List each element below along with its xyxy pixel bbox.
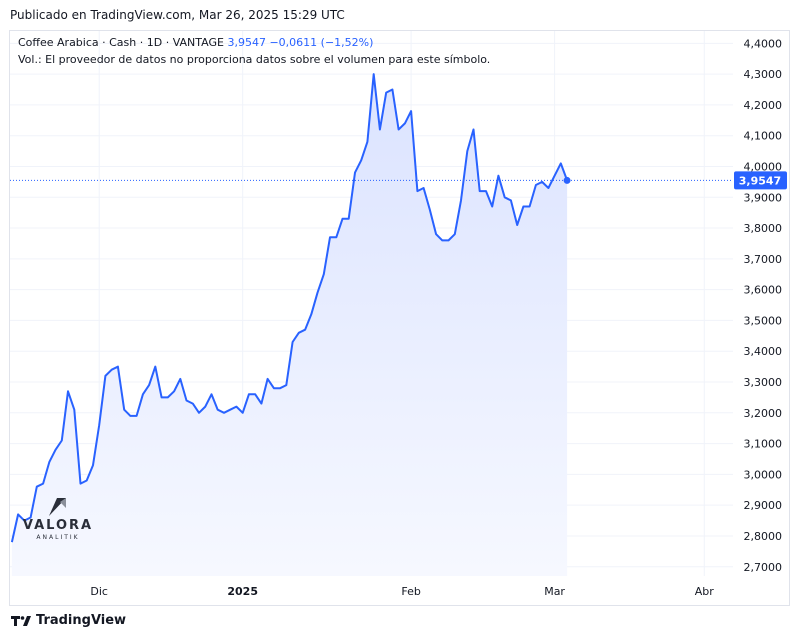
x-tick-label: Dic <box>90 585 108 598</box>
y-tick-label: 4,0000 <box>744 160 783 173</box>
y-tick-label: 3,6000 <box>744 284 783 297</box>
y-tick-label: 4,1000 <box>744 130 783 143</box>
legend-change: −0,0611 (−1,52%) <box>269 36 374 49</box>
y-tick-label: 3,2000 <box>744 407 783 420</box>
price-area <box>11 74 568 576</box>
x-tick-label: Abr <box>695 585 715 598</box>
x-tick-label: Feb <box>401 585 420 598</box>
last-price-dot <box>563 176 571 184</box>
y-tick-label: 3,4000 <box>744 345 783 358</box>
legend-price: 3,9547 <box>227 36 266 49</box>
valora-watermark: VALORA ANALITIK <box>22 494 94 542</box>
price-line-path <box>10 73 569 543</box>
y-tick-label: 2,8000 <box>744 530 783 543</box>
tradingview-logo-icon <box>11 615 31 626</box>
y-tick-label: 2,7000 <box>744 561 783 574</box>
last-price-label: 3,9547 <box>739 174 781 187</box>
symbol-title: Coffee Arabica · Cash · 1D · VANTAGE <box>18 36 224 49</box>
y-tick-label: 3,9000 <box>744 191 783 204</box>
last-price-marker: 3,9547 <box>10 171 787 190</box>
x-tick-label: 2025 <box>227 585 258 598</box>
x-axis: Dic 2025 Feb Mar Abr <box>90 585 714 598</box>
valora-logo-icon <box>49 498 66 516</box>
footer-brand[interactable]: TradingView <box>10 613 126 628</box>
y-tick-label: 3,0000 <box>744 468 783 481</box>
y-tick-label: 4,2000 <box>744 99 783 112</box>
symbol-legend[interactable]: Coffee Arabica · Cash · 1D · VANTAGE 3,9… <box>18 36 373 49</box>
price-line <box>10 73 569 543</box>
y-tick-label: 3,8000 <box>744 222 783 235</box>
chart-frame <box>9 30 790 606</box>
y-axis: 4,4000 4,3000 4,2000 4,1000 4,0000 3,9000 3,80… <box>744 37 783 573</box>
watermark-sub: ANALITIK <box>36 534 80 541</box>
x-tick-label: Mar <box>544 585 565 598</box>
published-caption: Publicado en TradingView.com, Mar 26, 20… <box>10 8 345 22</box>
watermark-name: VALORA <box>22 518 94 533</box>
y-tick-label: 3,1000 <box>744 438 783 451</box>
y-tick-label: 4,3000 <box>744 68 783 81</box>
y-tick-label: 3,7000 <box>744 253 783 266</box>
y-tick-label: 3,3000 <box>744 376 783 389</box>
price-area-fill <box>11 74 568 576</box>
last-price-badge <box>734 171 787 190</box>
y-tick-label: 3,5000 <box>744 314 783 327</box>
y-tick-label: 2,9000 <box>744 499 783 512</box>
y-tick-label: 4,4000 <box>744 37 783 50</box>
footer-brand-name: TradingView <box>36 613 127 628</box>
volume-note: Vol.: El proveedor de datos no proporcio… <box>18 53 491 66</box>
